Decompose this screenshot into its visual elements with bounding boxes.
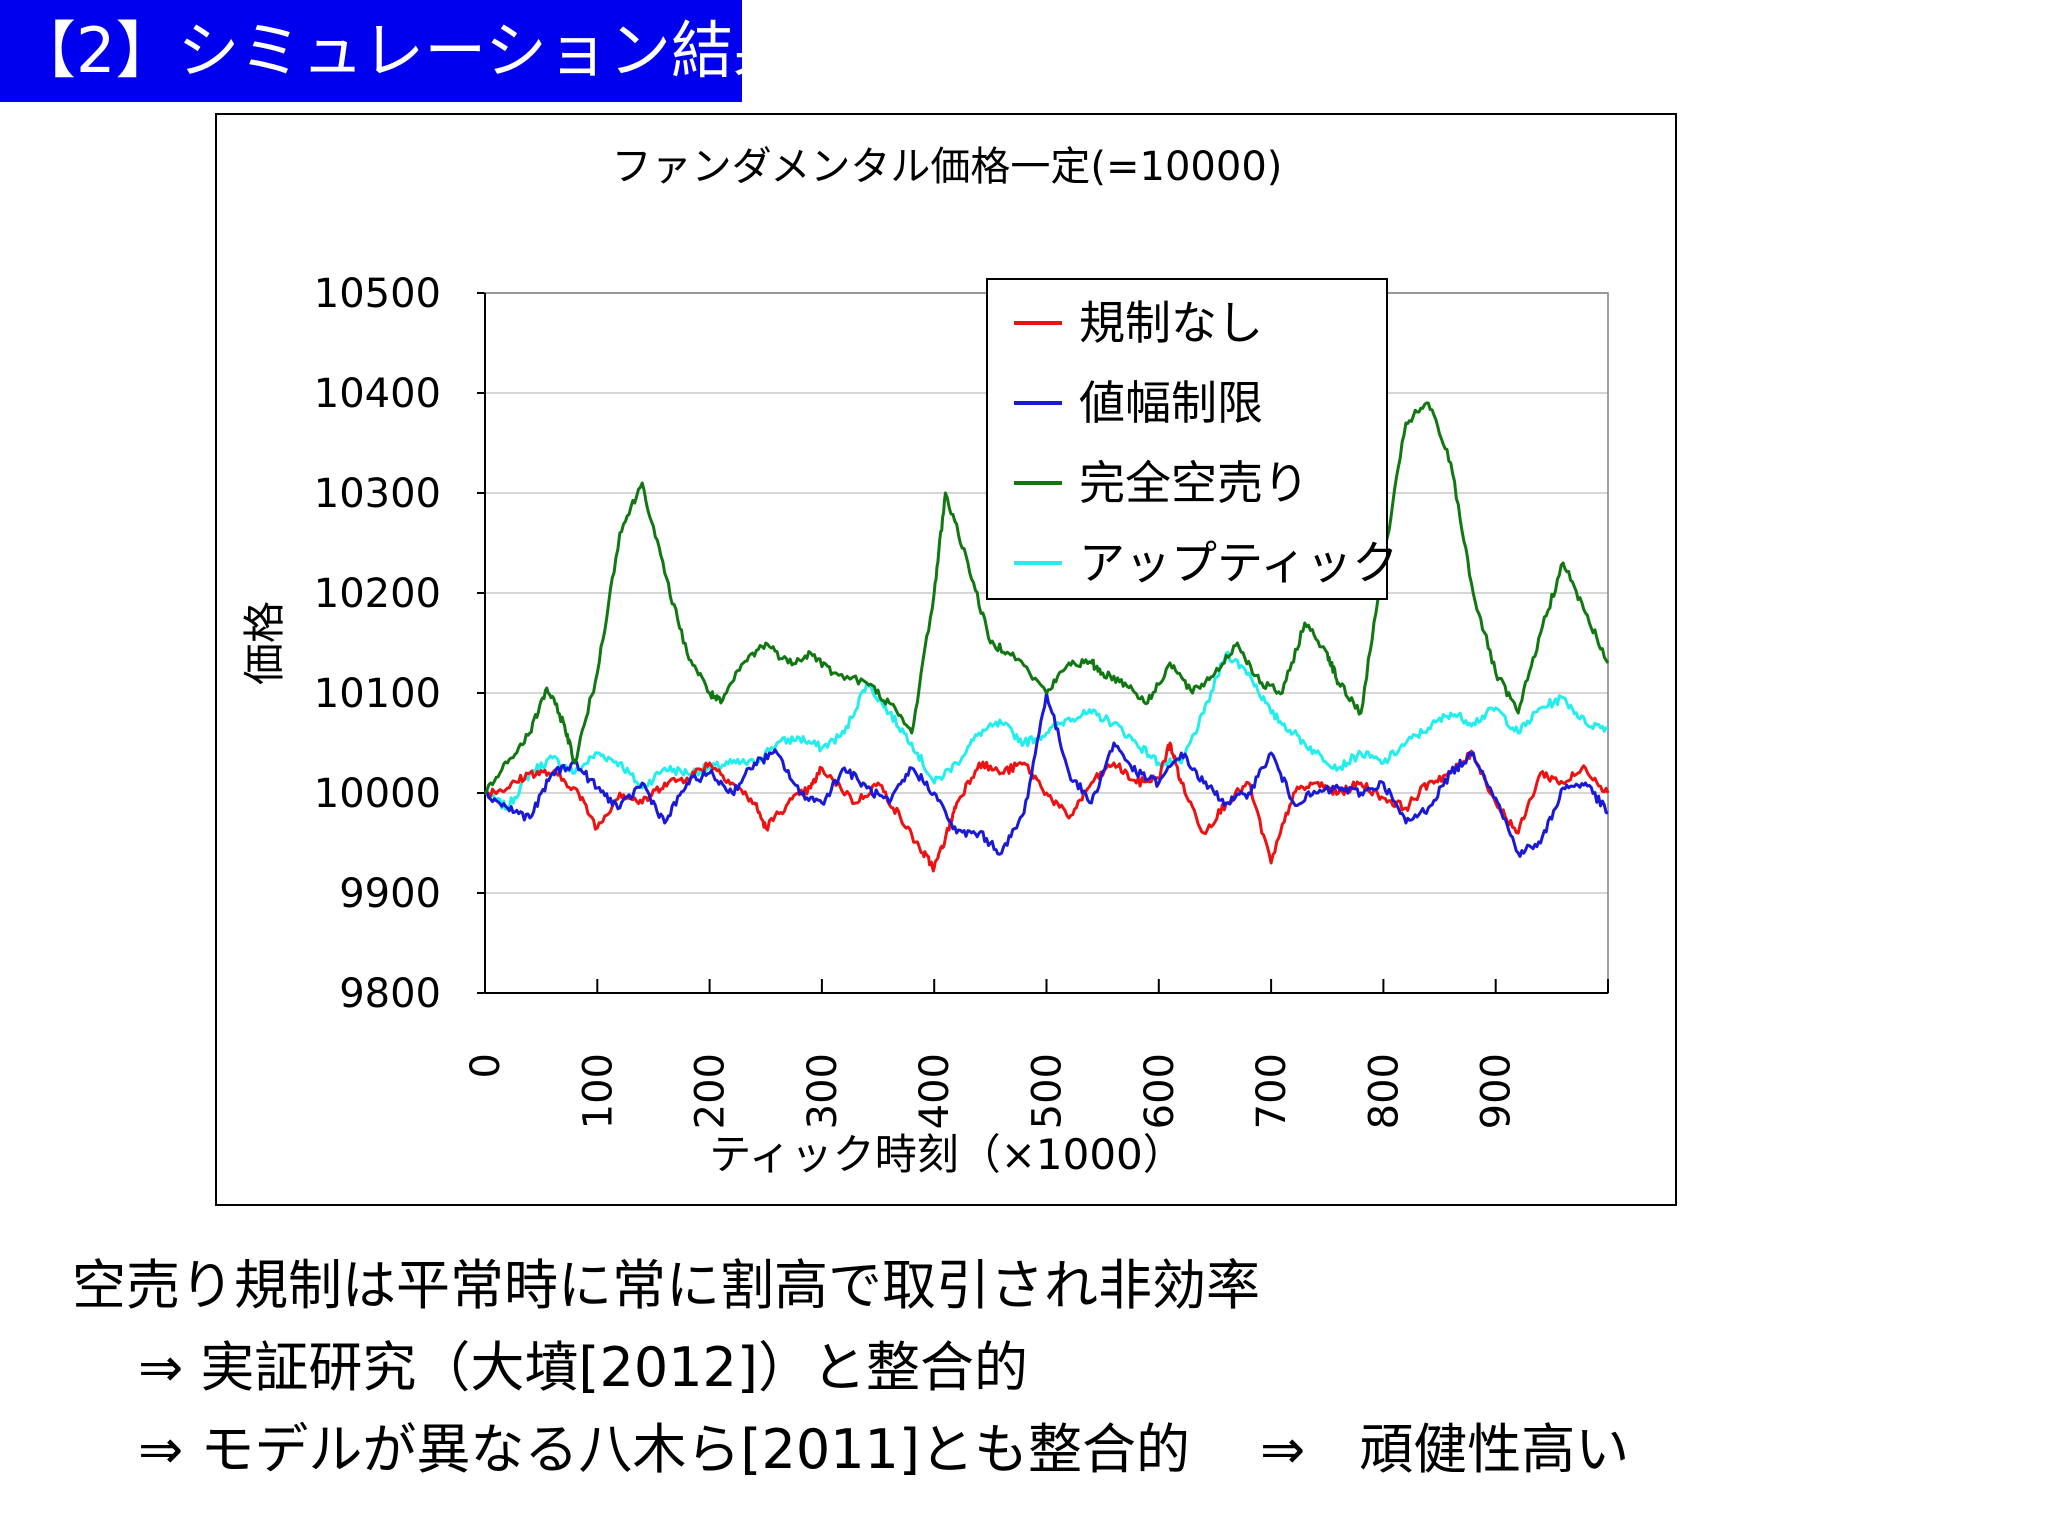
- y-tick-label: 10000: [314, 771, 441, 817]
- x-axis-title: ティック時刻（×1000）: [709, 1130, 1185, 1179]
- x-tick-label: 800: [1361, 1053, 1407, 1129]
- series-line: [484, 650, 1609, 811]
- legend-label: 値幅制限: [1079, 376, 1263, 430]
- y-tick-label: 10100: [314, 671, 441, 717]
- y-axis-title: 価格: [240, 601, 289, 685]
- bullet-line-3-text: ⇒ モデルが異なる八木ら[2011]とも整合的: [138, 1418, 1190, 1481]
- x-tick-label: 200: [688, 1053, 734, 1129]
- x-tick-label: 700: [1249, 1053, 1295, 1129]
- bullet-list: 空売り規制は平常時に常に割高で取引され非効率 ⇒ 実証研究（大墳[2012]）と…: [72, 1245, 1629, 1491]
- series-line: [484, 741, 1610, 873]
- legend-label: 規制なし: [1079, 296, 1263, 350]
- x-tick-label: 0: [463, 1053, 509, 1078]
- y-tick-label: 10500: [314, 271, 441, 317]
- x-tick-label: 400: [912, 1053, 958, 1129]
- line-chart: ファンダメンタル価格一定(=10000) 9800 9900 10000 10100 10…: [240, 144, 1610, 1179]
- x-tick-label: 300: [800, 1053, 846, 1129]
- legend-label: アップティック: [1079, 536, 1398, 590]
- x-tick-label: 600: [1137, 1053, 1183, 1129]
- bullet-line-1: 空売り規制は平常時に常に割高で取引され非効率: [72, 1254, 1260, 1317]
- y-tick-label: 9800: [339, 971, 441, 1017]
- x-tick-label: 500: [1025, 1053, 1071, 1129]
- series-line: [483, 401, 1610, 794]
- legend-box: [986, 278, 1388, 600]
- y-tick-label: 10200: [314, 571, 441, 617]
- x-tick-label: 900: [1474, 1053, 1520, 1129]
- chart-frame: ファンダメンタル価格一定(=10000) 9800 9900 10000 10100 10…: [215, 113, 1677, 1206]
- chart-title: ファンダメンタル価格一定(=10000): [612, 144, 1283, 190]
- legend-label: 完全空売り: [1079, 456, 1309, 510]
- bullet-line-3-conclusion: ⇒ 頑健性高い: [1259, 1418, 1630, 1481]
- x-tick-label: 100: [575, 1053, 621, 1129]
- y-tick-label: 10400: [314, 371, 441, 417]
- y-tick-label: 10300: [314, 471, 441, 517]
- slide-title: 【2】シミュレーション結果: [0, 0, 795, 102]
- bullet-line-2: ⇒ 実証研究（大墳[2012]）と整合的: [138, 1336, 1028, 1399]
- y-tick-label: 9900: [339, 871, 441, 917]
- bullet-line-3: ⇒ モデルが異なる八木ら[2011]とも整合的 ⇒ 頑健性高い: [72, 1409, 1629, 1491]
